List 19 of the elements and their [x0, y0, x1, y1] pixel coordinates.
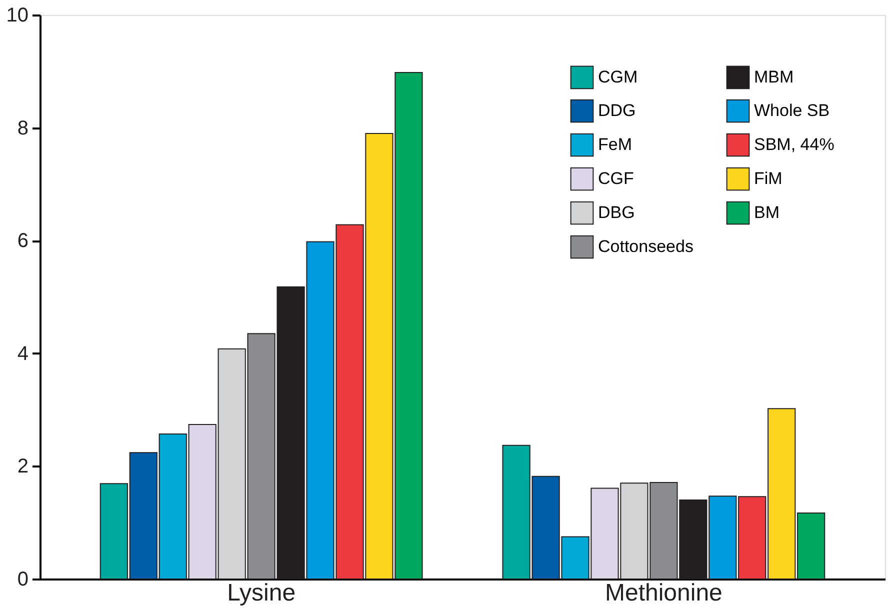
y-tick-label: 8	[17, 117, 28, 140]
x-tick-label: Methionine	[604, 580, 722, 606]
legend-label: SBM, 44%	[754, 135, 834, 154]
legend-label: BM	[754, 203, 780, 222]
y-tick-label: 4	[17, 342, 28, 365]
y-tick-label: 0	[17, 568, 28, 590]
legend-label: Cottonseeds	[598, 237, 694, 256]
legend-label: DBG	[598, 203, 635, 222]
y-tick-label: 2	[17, 456, 28, 478]
x-tick-label: Lysine	[227, 580, 296, 606]
legend-label: Whole SB	[754, 101, 830, 120]
legend-label: CGF	[598, 169, 634, 188]
y-tick-label: 10	[6, 4, 28, 26]
legend-label: DDG	[598, 101, 636, 120]
legend-label: CGM	[598, 67, 638, 86]
legend-label: MBM	[754, 67, 794, 86]
legend-label: FiM	[754, 169, 782, 188]
legend-label: FeM	[598, 135, 632, 154]
y-tick-label: 6	[17, 230, 28, 252]
